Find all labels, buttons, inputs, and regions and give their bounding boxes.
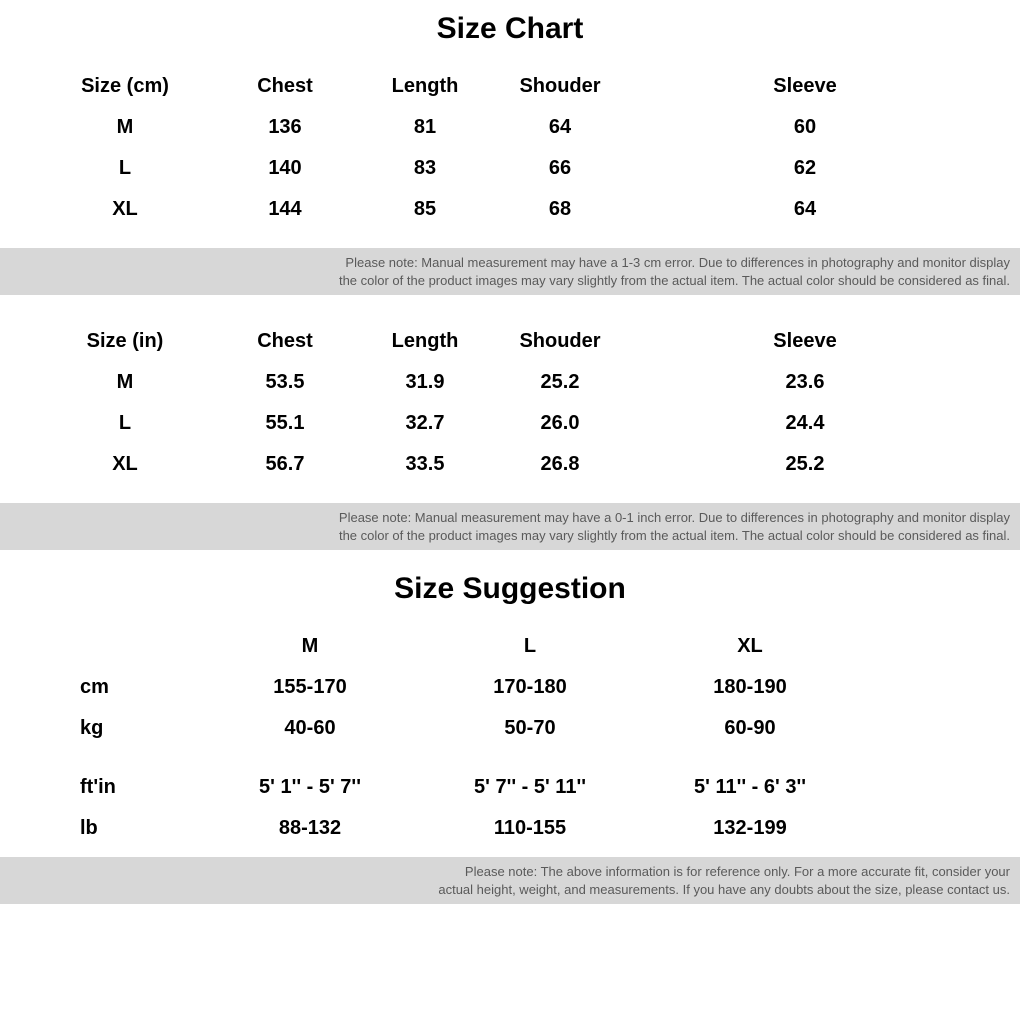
cell-shoulder: 26.8 [490,453,630,476]
cell-shoulder: 25.2 [490,371,630,394]
cell-size: M [40,371,210,394]
note-in: Please note: Manual measurement may have… [0,503,1020,550]
cell-shoulder: 64 [490,116,630,139]
table-row: kg 40-60 50-70 60-90 [80,708,980,749]
table-header-row: Size (cm) Chest Length Shouder Sleeve [40,66,980,107]
col-shoulder: Shouder [490,75,630,98]
col-chest: Chest [210,330,360,353]
cell-size: XL [40,198,210,221]
cell-shoulder: 66 [490,157,630,180]
note-line: the color of the product images may vary… [339,528,1010,543]
col-size: Size (in) [40,330,210,353]
table-header-row: M L XL [80,626,980,667]
table-row: L 140 83 66 62 [40,148,980,189]
cell-length: 81 [360,116,490,139]
col-xl: XL [640,635,860,658]
cell-l: 110-155 [420,817,640,840]
cell-l: 170-180 [420,676,640,699]
note-line: Please note: The above information is fo… [465,864,1010,879]
cell-length: 31.9 [360,371,490,394]
table-row: L 55.1 32.7 26.0 24.4 [40,403,980,444]
cell-chest: 136 [210,116,360,139]
cell-size: XL [40,453,210,476]
cell-chest: 144 [210,198,360,221]
cell-chest: 55.1 [210,412,360,435]
col-l: L [420,635,640,658]
cell-sleeve: 62 [630,157,980,180]
col-sleeve: Sleeve [630,330,980,353]
cell-length: 33.5 [360,453,490,476]
cell-chest: 53.5 [210,371,360,394]
cell-sleeve: 24.4 [630,412,980,435]
cell-l: 50-70 [420,717,640,740]
col-length: Length [360,330,490,353]
note-line: the color of the product images may vary… [339,273,1010,288]
cell-sleeve: 64 [630,198,980,221]
note-line: actual height, weight, and measurements.… [438,882,1010,897]
note-line: Please note: Manual measurement may have… [339,510,1010,525]
cell-length: 32.7 [360,412,490,435]
col-shoulder: Shouder [490,330,630,353]
cell-sleeve: 23.6 [630,371,980,394]
cell-size: L [40,157,210,180]
note-cm: Please note: Manual measurement may have… [0,248,1020,295]
cell-chest: 140 [210,157,360,180]
cell-shoulder: 26.0 [490,412,630,435]
table-row: M 53.5 31.9 25.2 23.6 [40,362,980,403]
size-table-in: Size (in) Chest Length Shouder Sleeve M … [0,321,1020,485]
cell-m: 5' 1'' - 5' 7'' [200,776,420,799]
cell-sleeve: 60 [630,116,980,139]
size-chart-title: Size Chart [0,12,1020,46]
cell-label: cm [80,676,200,699]
cell-label: lb [80,817,200,840]
note-suggestion: Please note: The above information is fo… [0,857,1020,904]
col-m: M [200,635,420,658]
cell-length: 83 [360,157,490,180]
size-suggestion-title: Size Suggestion [0,572,1020,606]
cell-m: 155-170 [200,676,420,699]
note-line: Please note: Manual measurement may have… [345,255,1010,270]
cell-size: M [40,116,210,139]
cell-xl: 132-199 [640,817,860,840]
col-length: Length [360,75,490,98]
cell-label: ft'in [80,776,200,799]
cell-length: 85 [360,198,490,221]
table-header-row: Size (in) Chest Length Shouder Sleeve [40,321,980,362]
cell-xl: 60-90 [640,717,860,740]
cell-m: 88-132 [200,817,420,840]
table-row: cm 155-170 170-180 180-190 [80,667,980,708]
cell-l: 5' 7'' - 5' 11'' [420,776,640,799]
col-chest: Chest [210,75,360,98]
size-table-cm: Size (cm) Chest Length Shouder Sleeve M … [0,66,1020,230]
size-suggestion-table: M L XL cm 155-170 170-180 180-190 kg 40-… [0,626,1020,849]
cell-m: 40-60 [200,717,420,740]
cell-xl: 5' 11'' - 6' 3'' [640,776,860,799]
table-row: XL 56.7 33.5 26.8 25.2 [40,444,980,485]
cell-size: L [40,412,210,435]
cell-xl: 180-190 [640,676,860,699]
table-row: XL 144 85 68 64 [40,189,980,230]
col-size: Size (cm) [40,75,210,98]
cell-sleeve: 25.2 [630,453,980,476]
cell-label: kg [80,717,200,740]
table-row: M 136 81 64 60 [40,107,980,148]
table-row: lb 88-132 110-155 132-199 [80,808,980,849]
cell-chest: 56.7 [210,453,360,476]
cell-shoulder: 68 [490,198,630,221]
col-sleeve: Sleeve [630,75,980,98]
table-row: ft'in 5' 1'' - 5' 7'' 5' 7'' - 5' 11'' 5… [80,767,980,808]
